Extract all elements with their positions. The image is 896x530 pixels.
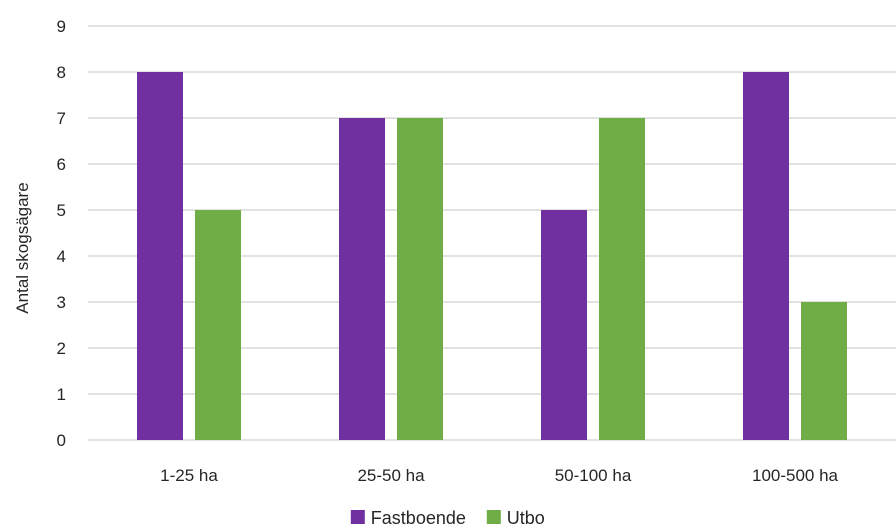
bar-fastboende-3 (541, 210, 587, 440)
y-axis-ticks: 0 1 2 3 4 5 6 7 8 9 (57, 17, 66, 450)
y-tick-label: 7 (57, 109, 66, 128)
y-tick-label: 0 (57, 431, 66, 450)
bar-utbo-1 (195, 210, 241, 440)
y-tick-label: 5 (57, 201, 66, 220)
legend-label-fastboende: Fastboende (371, 508, 466, 528)
bar-fastboende-2 (339, 118, 385, 440)
y-tick-label: 4 (57, 247, 66, 266)
bars (137, 72, 847, 440)
legend-label-utbo: Utbo (507, 508, 545, 528)
legend-swatch-utbo (486, 510, 501, 524)
x-tick-label: 100-500 ha (752, 466, 839, 485)
legend-swatch-fastboende (350, 510, 365, 524)
y-tick-label: 2 (57, 339, 66, 358)
y-tick-label: 9 (57, 17, 66, 36)
x-tick-label: 1-25 ha (160, 466, 218, 485)
x-tick-label: 50-100 ha (555, 466, 632, 485)
bar-utbo-2 (397, 118, 443, 440)
bar-fastboende-4 (743, 72, 789, 440)
x-axis-ticks: 1-25 ha 25-50 ha 50-100 ha 100-500 ha (160, 466, 838, 485)
bar-fastboende-1 (137, 72, 183, 440)
y-axis-title: Antal skogsägare (13, 182, 32, 313)
y-tick-label: 8 (57, 63, 66, 82)
bar-utbo-4 (801, 302, 847, 440)
y-tick-label: 6 (57, 155, 66, 174)
y-tick-label: 1 (57, 385, 66, 404)
legend: Fastboende Utbo (350, 508, 545, 528)
bar-utbo-3 (599, 118, 645, 440)
x-tick-label: 25-50 ha (357, 466, 425, 485)
y-tick-label: 3 (57, 293, 66, 312)
